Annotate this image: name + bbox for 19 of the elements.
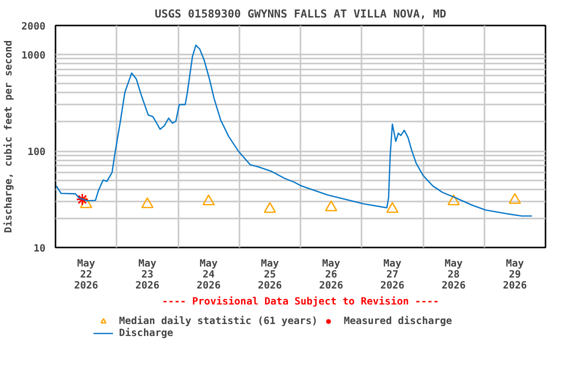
x-tick-label: May 29 2026 — [502, 258, 527, 292]
x-tick-label: May 28 2026 — [442, 258, 466, 292]
y-tick-label: 100 — [27, 147, 46, 158]
y-tick-label: 1000 — [21, 50, 46, 62]
y-axis-title: Discharge, cubic feet per second — [2, 40, 14, 233]
line-series — [56, 44, 533, 217]
x-tick-label: May 22 2026 — [74, 258, 98, 292]
text: ---- Provisional Data Subject to Revision ---- — [162, 296, 439, 308]
chart-title: USGS 01589300 GWYNNS FALLS AT VILLA NOVA, MD — [154, 8, 447, 20]
x-tick-label: May 25 2026 — [258, 258, 282, 292]
x-tick-label: May 24 2026 — [196, 258, 221, 292]
x-tick-label: May 26 2026 — [319, 258, 344, 292]
y-tick-label: 2000 — [21, 22, 46, 32]
legend-label: Median daily statistic (61 years) — [119, 315, 318, 327]
legend-label: Measured discharge — [344, 315, 452, 327]
x-tick-label: May 23 2026 — [135, 258, 160, 292]
legend-label: Discharge — [119, 327, 174, 339]
y-tick-label: 10 — [33, 244, 46, 254]
x-tick-label: May 27 2026 — [380, 258, 404, 292]
